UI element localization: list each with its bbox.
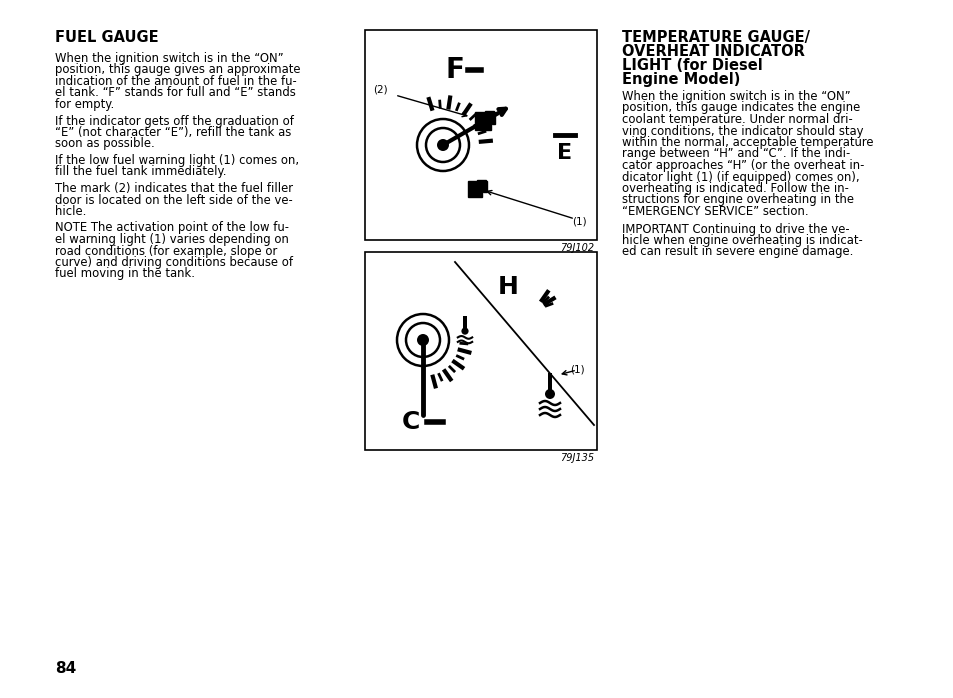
Bar <box>475 112 490 130</box>
Circle shape <box>416 334 429 346</box>
Text: OVERHEAT INDICATOR: OVERHEAT INDICATOR <box>621 44 804 59</box>
Text: hicle.: hicle. <box>55 205 87 218</box>
Text: position, this gauge gives an approximate: position, this gauge gives an approximat… <box>55 64 300 77</box>
Text: IMPORTANT Continuing to drive the ve-: IMPORTANT Continuing to drive the ve- <box>621 223 849 235</box>
Text: soon as possible.: soon as possible. <box>55 138 154 151</box>
Bar <box>491 112 495 124</box>
Bar <box>484 112 494 115</box>
Text: (1): (1) <box>572 217 586 227</box>
Bar <box>482 181 486 191</box>
Circle shape <box>436 139 449 151</box>
Bar <box>365 30 597 240</box>
Text: for empty.: for empty. <box>55 98 114 111</box>
Text: “E” (not character “E”), refill the tank as: “E” (not character “E”), refill the tank… <box>55 126 291 139</box>
Text: TEMPERATURE GAUGE/: TEMPERATURE GAUGE/ <box>621 30 809 45</box>
Text: overheating is indicated. Follow the in-: overheating is indicated. Follow the in- <box>621 182 848 195</box>
Text: NOTE The activation point of the low fu-: NOTE The activation point of the low fu- <box>55 221 289 235</box>
Text: fill the fuel tank immediately.: fill the fuel tank immediately. <box>55 165 226 179</box>
Text: cator approaches “H” (or the overheat in-: cator approaches “H” (or the overheat in… <box>621 159 863 172</box>
Text: F: F <box>445 56 464 84</box>
Text: When the ignition switch is in the “ON”: When the ignition switch is in the “ON” <box>621 90 850 103</box>
Text: structions for engine overheating in the: structions for engine overheating in the <box>621 193 853 207</box>
Text: dicator light (1) (if equipped) comes on),: dicator light (1) (if equipped) comes on… <box>621 170 859 184</box>
Text: If the low fuel warning light (1) comes on,: If the low fuel warning light (1) comes … <box>55 154 299 167</box>
Text: fuel moving in the tank.: fuel moving in the tank. <box>55 267 194 281</box>
Text: coolant temperature. Under normal dri-: coolant temperature. Under normal dri- <box>621 113 852 126</box>
Circle shape <box>544 389 555 399</box>
Text: within the normal, acceptable temperature: within the normal, acceptable temperatur… <box>621 136 873 149</box>
Text: el warning light (1) varies depending on: el warning light (1) varies depending on <box>55 233 289 246</box>
Text: (1): (1) <box>570 365 584 375</box>
Bar <box>365 252 597 450</box>
Text: ed can result in severe engine damage.: ed can result in severe engine damage. <box>621 246 853 258</box>
Text: “EMERGENCY SERVICE” section.: “EMERGENCY SERVICE” section. <box>621 205 808 218</box>
Text: FUEL GAUGE: FUEL GAUGE <box>55 30 158 45</box>
Text: curve) and driving conditions because of: curve) and driving conditions because of <box>55 256 293 269</box>
Text: C: C <box>401 410 419 434</box>
Text: When the ignition switch is in the “ON”: When the ignition switch is in the “ON” <box>55 52 283 65</box>
Bar <box>547 373 552 393</box>
Text: The mark (2) indicates that the fuel filler: The mark (2) indicates that the fuel fil… <box>55 182 293 195</box>
Text: hicle when engine overheating is indicat-: hicle when engine overheating is indicat… <box>621 234 862 247</box>
Bar <box>463 315 466 330</box>
Bar <box>467 181 481 197</box>
Text: 79J102: 79J102 <box>559 243 594 253</box>
Text: 79J135: 79J135 <box>559 453 594 463</box>
Bar <box>476 180 485 184</box>
Text: H: H <box>497 275 517 299</box>
Text: range between “H” and “C”. If the indi-: range between “H” and “C”. If the indi- <box>621 147 849 161</box>
Text: el tank. “F” stands for full and “E” stands: el tank. “F” stands for full and “E” sta… <box>55 87 295 100</box>
Text: Engine Model): Engine Model) <box>621 72 740 87</box>
Text: door is located on the left side of the ve-: door is located on the left side of the … <box>55 193 293 207</box>
Text: position, this gauge indicates the engine: position, this gauge indicates the engin… <box>621 101 860 114</box>
Text: 84: 84 <box>55 661 76 676</box>
Text: ving conditions, the indicator should stay: ving conditions, the indicator should st… <box>621 124 862 138</box>
Text: If the indicator gets off the graduation of: If the indicator gets off the graduation… <box>55 114 294 128</box>
Text: LIGHT (for Diesel: LIGHT (for Diesel <box>621 58 762 73</box>
Text: (2): (2) <box>373 85 387 95</box>
Circle shape <box>461 327 468 335</box>
Text: road conditions (for example, slope or: road conditions (for example, slope or <box>55 244 277 258</box>
Text: indication of the amount of fuel in the fu-: indication of the amount of fuel in the … <box>55 75 296 88</box>
Text: E: E <box>557 143 572 163</box>
